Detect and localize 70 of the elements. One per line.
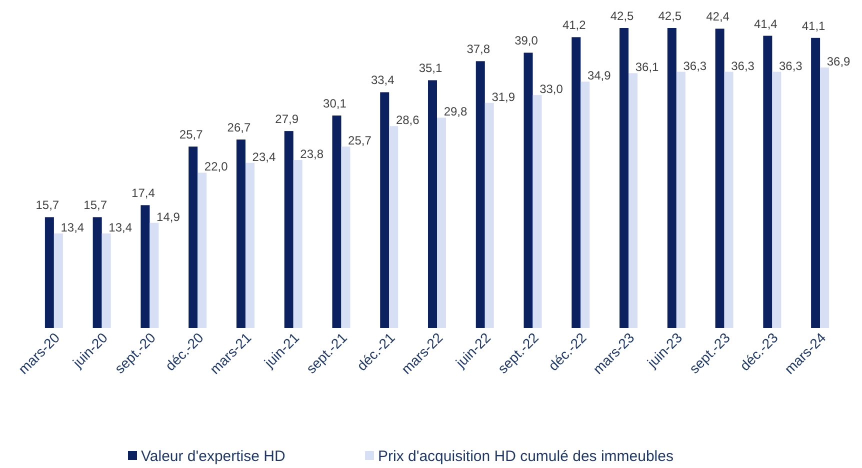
bar [437, 118, 446, 328]
data-label: 13,4 [60, 220, 84, 234]
bar [772, 72, 782, 328]
data-label: 41,2 [562, 18, 586, 32]
data-label: 36,1 [635, 60, 660, 74]
data-label: 35,1 [418, 61, 442, 76]
bar [620, 28, 629, 328]
bar [188, 146, 198, 328]
data-label: 15,7 [36, 198, 60, 212]
data-label: 36,9 [826, 54, 851, 69]
legend-label: Prix d'acquisition HD cumulé des immeubles [378, 448, 674, 465]
data-label: 33,0 [540, 82, 564, 96]
data-label: 39,0 [514, 34, 538, 48]
data-label: 41,4 [754, 16, 778, 31]
data-label: 15,7 [84, 198, 108, 212]
data-label: 26,7 [227, 120, 251, 135]
data-label: 13,4 [108, 220, 132, 234]
data-label: 30,1 [323, 96, 347, 111]
data-label: 29,8 [444, 104, 468, 119]
legend-label: Valeur d'expertise HD [141, 448, 286, 465]
bar [44, 217, 54, 328]
bar [389, 126, 398, 328]
bar [763, 36, 772, 328]
data-label: 42,4 [706, 10, 730, 24]
bar [54, 233, 63, 328]
data-label: 28,6 [396, 113, 420, 128]
bar [580, 82, 590, 328]
data-label: 34,9 [587, 68, 612, 83]
bar [524, 52, 533, 328]
data-label: 33,4 [370, 73, 395, 88]
data-label: 25,7 [348, 134, 372, 148]
bar [715, 28, 724, 328]
bar [102, 233, 111, 328]
data-label: 31,9 [492, 90, 516, 104]
bar [820, 68, 830, 328]
bar [484, 102, 494, 328]
bar [667, 28, 676, 328]
data-label: 17,4 [132, 186, 156, 200]
bar [236, 140, 246, 328]
bar [428, 80, 437, 328]
bar [380, 92, 390, 328]
bar [150, 222, 159, 328]
bar [245, 162, 254, 328]
bar [628, 73, 638, 328]
bar [476, 61, 485, 328]
data-label: 42,5 [610, 9, 634, 23]
bar [811, 38, 820, 328]
bar [284, 131, 294, 328]
data-label: 23,8 [300, 147, 324, 161]
data-label: 22,0 [204, 160, 228, 174]
bar [92, 217, 102, 328]
data-label: 36,3 [683, 58, 707, 73]
bar [724, 72, 734, 328]
data-label: 42,5 [658, 9, 682, 23]
bar [341, 146, 350, 328]
bar [140, 205, 150, 328]
data-label: 36,3 [731, 58, 755, 73]
bar [572, 37, 581, 328]
data-label: 14,9 [156, 210, 180, 224]
data-label: 41,1 [802, 18, 826, 33]
data-label: 25,7 [179, 128, 204, 142]
bar [198, 172, 207, 328]
bar [293, 160, 302, 328]
bar [676, 72, 686, 328]
data-label: 27,9 [275, 112, 299, 126]
bar [532, 95, 542, 328]
data-label: 23,4 [252, 150, 276, 164]
data-label: 37,8 [466, 42, 490, 56]
bar [332, 116, 342, 328]
data-label: 36,3 [778, 58, 803, 73]
